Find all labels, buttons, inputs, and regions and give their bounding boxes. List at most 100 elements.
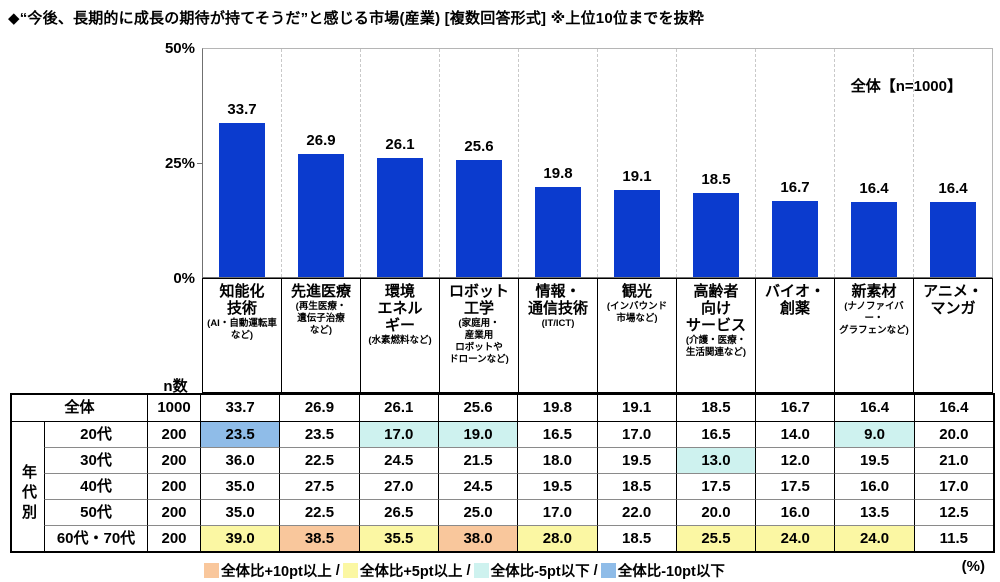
- row-n-value: 200: [147, 447, 200, 473]
- category-cell: ロボット 工学 (家庭用・ 産業用 ロボットや ドローンなど): [440, 279, 519, 392]
- bar-value-label: 16.4: [938, 180, 968, 197]
- chart-column: 19.8: [519, 49, 598, 277]
- chart-column: 26.9: [282, 49, 361, 277]
- category-label: 情報・ 通信技術: [527, 283, 588, 317]
- bar: [930, 202, 976, 277]
- category-header-row: 知能化 技術 (AI・自動運転車 など) 先進医療 (再生医療・ 遺伝子治療 など) 環…: [202, 278, 993, 393]
- table-value-cell: 22.5: [279, 499, 359, 525]
- row-n-value: 200: [147, 499, 200, 525]
- table-value-cell: 18.5: [596, 525, 676, 551]
- table-value-cell: 38.5: [279, 525, 359, 551]
- bar-value-label: 26.9: [306, 132, 336, 149]
- legend-swatch-minus5: [473, 563, 489, 578]
- category-label: 知能化 技術: [219, 283, 265, 317]
- category-label: 新素材: [851, 283, 897, 300]
- table-value-cell: 19.1: [596, 395, 676, 421]
- category-label: ロボット 工学: [448, 283, 509, 317]
- category-cell: 先進医療 (再生医療・ 遺伝子治療 など): [282, 279, 361, 392]
- chart-column: 33.7: [203, 49, 282, 277]
- table-value-cell: 13.0: [675, 447, 756, 473]
- legend-separator: /: [466, 562, 471, 579]
- table-value-cell: 24.0: [755, 525, 835, 551]
- category-cell: 知能化 技術 (AI・自動運転車 など): [203, 279, 282, 392]
- category-cell: 新素材 (ナノファイバー・ グラフェンなど): [835, 279, 914, 392]
- bar-value-label: 33.7: [227, 101, 257, 118]
- category-cell: バイオ・ 創薬: [756, 279, 835, 392]
- table-value-cell: 20.0: [675, 499, 756, 525]
- bar-value-label: 18.5: [701, 171, 731, 188]
- table-value-cell: 25.0: [437, 499, 518, 525]
- table-value-cell: 17.0: [596, 421, 676, 447]
- table-value-cell: 27.5: [279, 473, 359, 499]
- table-value-cell: 17.0: [913, 473, 993, 499]
- category-sublabel: (再生医療・ 遺伝子治療 など): [295, 301, 347, 336]
- bar-value-label: 26.1: [385, 136, 415, 153]
- table-value-cell: 17.0: [358, 421, 438, 447]
- category-sublabel: (インバウンド 市場など): [606, 301, 668, 324]
- legend-swatch-plus5: [342, 563, 358, 578]
- table-value-cell: 9.0: [834, 421, 914, 447]
- category-label: アニメ・ マンガ: [923, 283, 983, 317]
- bar-value-label: 16.4: [859, 180, 889, 197]
- bar: [456, 160, 502, 277]
- table-value-cell: 12.5: [913, 499, 993, 525]
- category-cell: 情報・ 通信技術 (IT/ICT): [519, 279, 598, 392]
- page-title: ◆“今後、長期的に成長の期待が持てそうだ”と感じる市場(産業) [複数回答形式]…: [8, 10, 705, 27]
- table-value-cell: 16.7: [755, 395, 834, 421]
- bar: [851, 202, 897, 277]
- table-value-cell: 13.5: [834, 499, 914, 525]
- table-value-cell: 27.0: [358, 473, 438, 499]
- table-value-cell: 24.5: [358, 447, 438, 473]
- table-value-cell: 26.1: [358, 395, 438, 421]
- category-cell: 高齢者 向け サービス (介護・医療・ 生活関連など): [677, 279, 756, 392]
- category-label: バイオ・ 創薬: [764, 283, 825, 317]
- legend-swatch-minus10: [600, 563, 616, 578]
- data-table: 全体 1000 33.7 26.9 26.1 25.6 19.8 19.1 18.5 16.7 16…: [10, 393, 995, 553]
- bar: [377, 158, 423, 277]
- table-value-cell: 18.5: [675, 395, 755, 421]
- highlight-legend: 全体比+10pt以上 / 全体比+5pt以上 / 全体比-5pt以下 / 全体比-10pt以…: [204, 560, 725, 581]
- chart-column: 26.1: [361, 49, 440, 277]
- category-sublabel: (IT/ICT): [541, 318, 575, 329]
- row-n-value: 200: [147, 473, 200, 499]
- chart-column: 16.4: [914, 49, 992, 277]
- legend-item-label: 全体比+10pt以上: [221, 564, 332, 580]
- table-value-cell: 16.0: [834, 473, 914, 499]
- table-value-cell: 17.0: [517, 499, 597, 525]
- table-value-cell: 35.0: [200, 473, 280, 499]
- bar-value-label: 19.1: [622, 168, 652, 185]
- percent-unit-label: (%): [961, 558, 985, 575]
- row-n-value: 1000: [147, 395, 200, 421]
- category-cell: アニメ・ マンガ: [914, 279, 992, 392]
- bar: [614, 190, 660, 277]
- category-label: 先進医療: [290, 283, 351, 300]
- category-cell: 観光 (インバウンド 市場など): [598, 279, 677, 392]
- table-value-cell: 23.5: [279, 421, 359, 447]
- group-label-age: 年代別: [12, 421, 44, 551]
- row-label-age: 50代: [44, 499, 147, 525]
- table-value-cell: 25.6: [437, 395, 517, 421]
- row-n-value: 200: [147, 421, 200, 447]
- category-sublabel: (ナノファイバー・ グラフェンなど): [839, 301, 909, 336]
- legend-item-label: 全体比-10pt以下: [617, 564, 725, 580]
- table-value-cell: 16.5: [675, 421, 756, 447]
- bar: [772, 201, 818, 277]
- table-value-cell: 19.0: [437, 421, 518, 447]
- table-value-cell: 36.0: [200, 447, 280, 473]
- table-value-cell: 16.4: [834, 395, 913, 421]
- table-value-cell: 24.5: [437, 473, 518, 499]
- table-value-cell: 19.5: [834, 447, 914, 473]
- row-label-age: 60代・70代: [44, 525, 147, 551]
- chart-column: 18.5: [677, 49, 756, 277]
- table-value-cell: 17.5: [755, 473, 835, 499]
- chart-column: 16.7: [756, 49, 835, 277]
- row-n-value: 200: [147, 525, 200, 551]
- bar-value-label: 25.6: [464, 138, 494, 155]
- table-value-cell: 24.0: [834, 525, 914, 551]
- category-label: 環境 エネル ギー: [377, 283, 423, 334]
- table-value-cell: 11.5: [913, 525, 993, 551]
- table-value-cell: 35.5: [358, 525, 438, 551]
- table-value-cell: 21.5: [437, 447, 518, 473]
- chart-legend-label: 全体【n=1000】: [850, 78, 962, 95]
- bar: [535, 187, 581, 277]
